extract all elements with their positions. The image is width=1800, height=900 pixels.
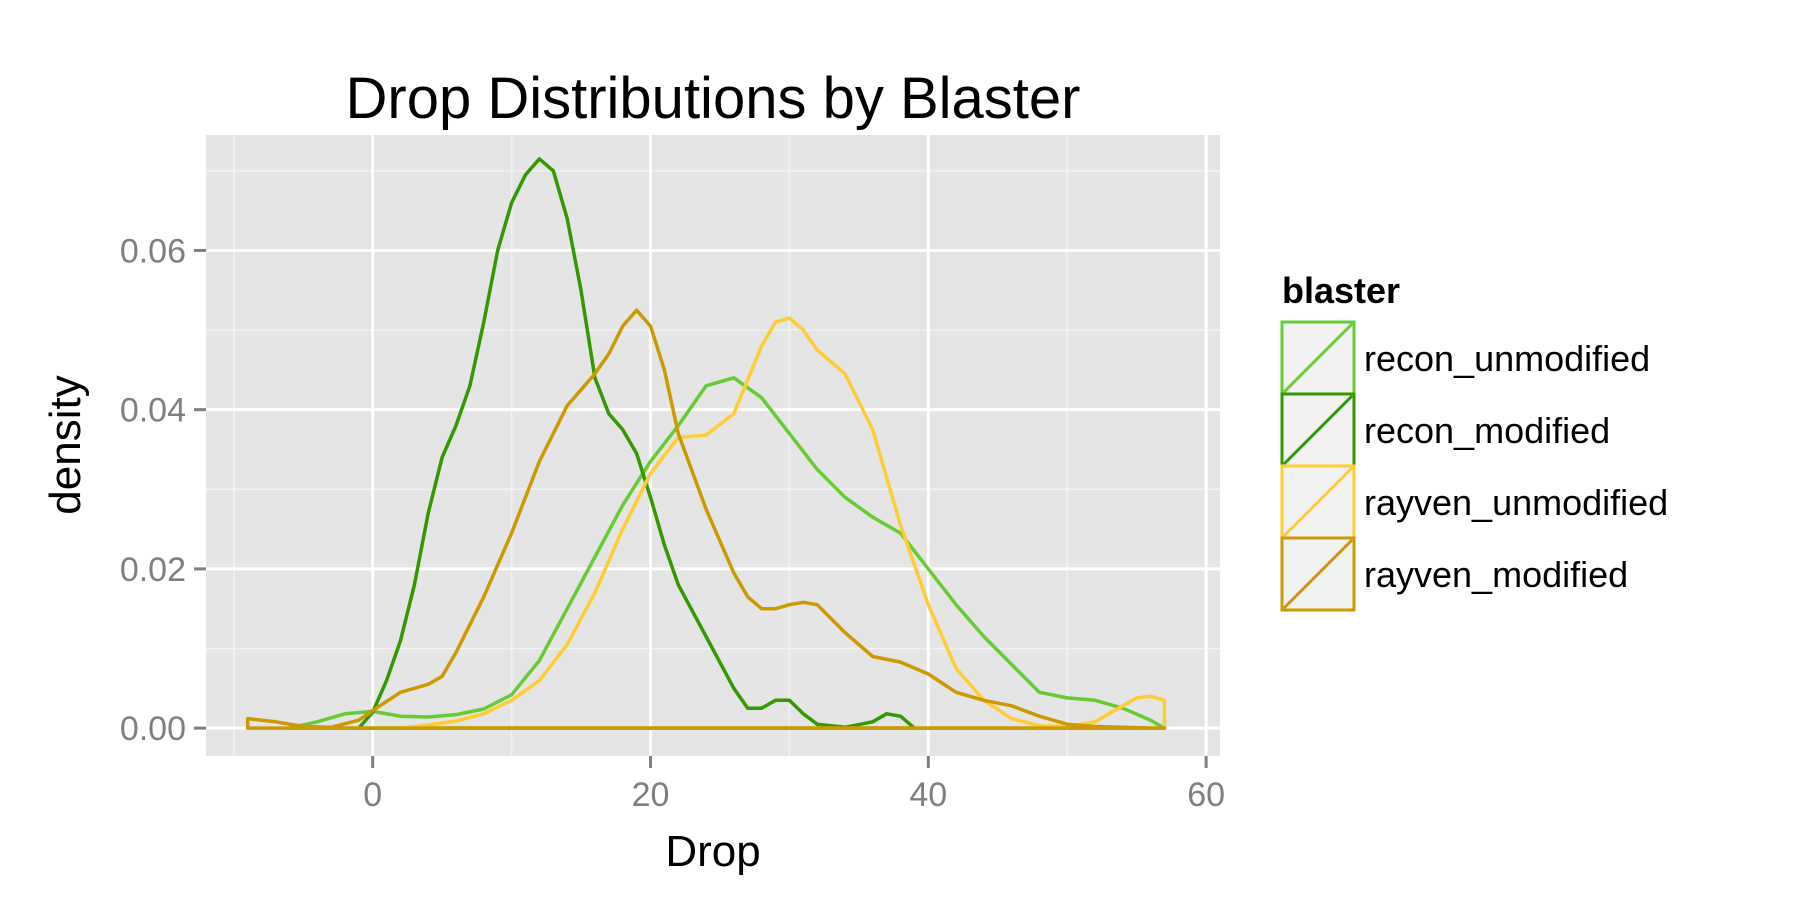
- series-layer: [245, 157, 1167, 730]
- legend-label: recon_unmodified: [1364, 338, 1650, 379]
- legend: blaster recon_unmodified recon_modifiedra…: [1280, 270, 1668, 612]
- legend-label: rayven_modified: [1364, 554, 1628, 595]
- chart-title: Drop Distributions by Blaster: [346, 66, 1081, 131]
- density-curve-recon-modified: [357, 157, 917, 730]
- y-axis: 0.00 0.02 0.04 0.06: [120, 232, 206, 748]
- x-axis: 0 20 40 60: [363, 756, 1225, 814]
- x-axis-title: Drop: [665, 827, 760, 876]
- legend-label: rayven_unmodified: [1364, 482, 1668, 523]
- density-curve-recon-unmodified: [287, 376, 1167, 730]
- legend-key-line: [1282, 466, 1354, 538]
- y-tick-label: 0.02: [120, 551, 186, 589]
- x-tick-label: 20: [632, 776, 670, 814]
- x-tick-label: 60: [1187, 776, 1225, 814]
- x-tick-label: 40: [909, 776, 947, 814]
- density-curve-rayven-modified: [245, 308, 1167, 730]
- legend-key-line: [1282, 394, 1354, 466]
- x-tick-label: 0: [363, 776, 382, 814]
- density-curve-rayven-unmodified: [398, 316, 1167, 730]
- legend-key-line: [1282, 538, 1354, 610]
- minor-grid: [206, 135, 1220, 756]
- y-tick-label: 0.06: [120, 232, 186, 270]
- legend-label: recon_modified: [1364, 410, 1610, 451]
- legend-key-line: [1282, 322, 1354, 394]
- y-tick-label: 0.00: [120, 710, 186, 748]
- y-tick-label: 0.04: [120, 392, 186, 430]
- legend-title: blaster: [1282, 270, 1400, 311]
- y-axis-title: density: [41, 375, 90, 514]
